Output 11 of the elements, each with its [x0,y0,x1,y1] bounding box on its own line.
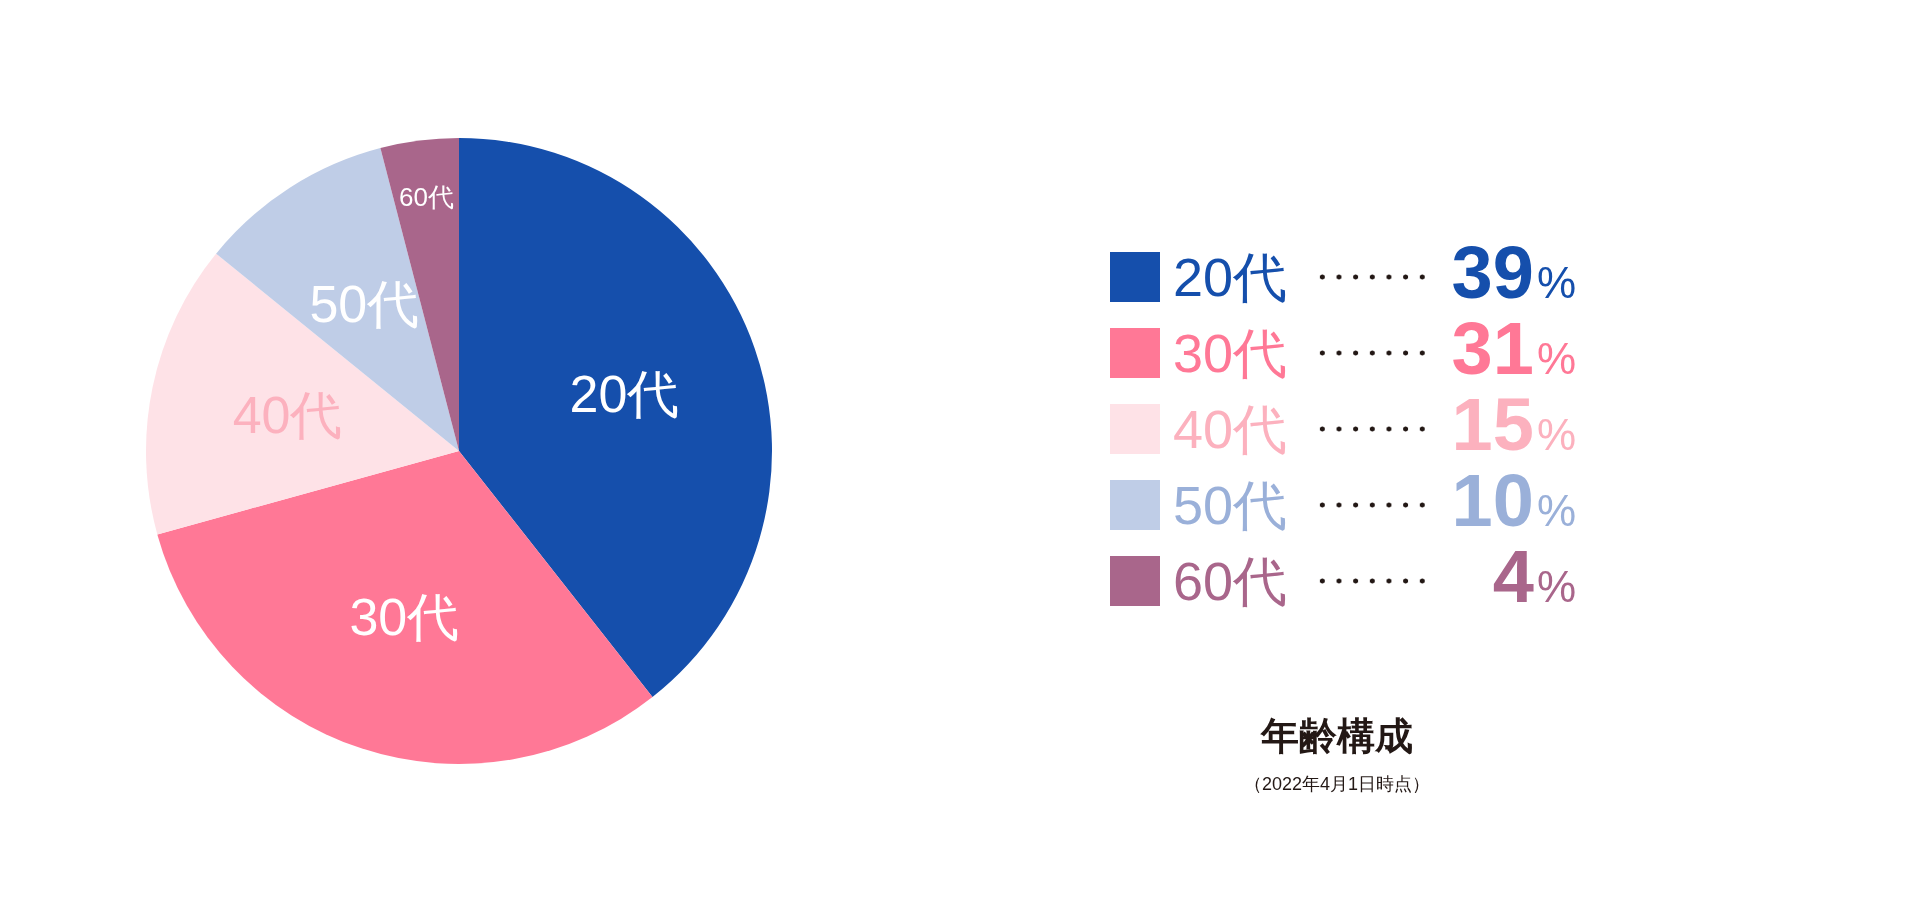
legend-label: 40代 [1173,399,1288,459]
text: 年齢構成 [1260,715,1413,757]
slice-label: 20代 [569,364,680,423]
slice-label: 50代 [309,274,420,333]
slice-label: 30代 [349,588,460,647]
legend-label: 50代 [1173,475,1288,535]
legend-label: 60代 [1173,551,1288,611]
slice-label: 60代 [399,181,454,212]
text: （2022年4月1日時点） [1243,774,1431,794]
legend-label: 30代 [1173,323,1288,383]
legend-label: 20代 [1173,247,1288,307]
